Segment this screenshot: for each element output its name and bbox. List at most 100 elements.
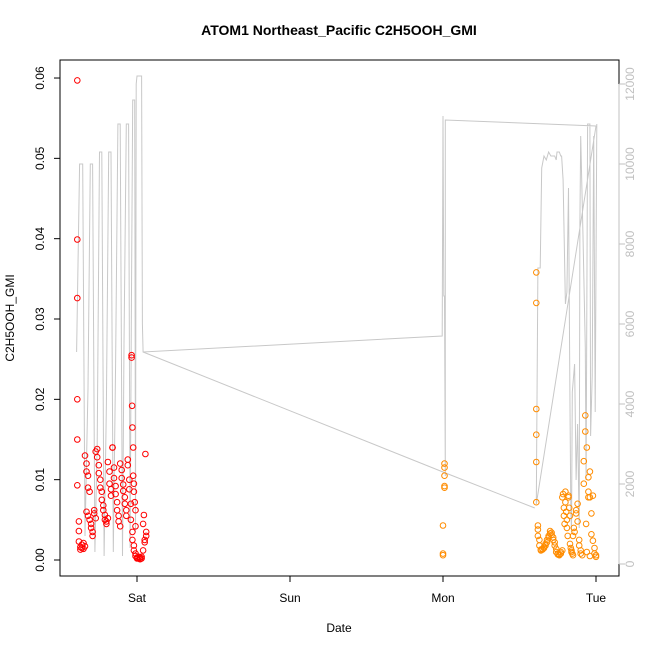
y2-tick-label: 10000: [623, 147, 637, 181]
series-1-point: [569, 532, 577, 540]
series-0-point: [84, 484, 92, 492]
series-3-line: [142, 351, 535, 509]
series-0-point: [83, 468, 90, 475]
series-0-point: [92, 514, 99, 522]
series-0-point: [75, 527, 83, 535]
series-0-point: [107, 486, 115, 493]
series-1-point: [542, 540, 549, 548]
series-1-point: [441, 460, 448, 467]
series-0-point: [116, 460, 124, 467]
series-0-point: [140, 511, 148, 519]
series-0-point: [113, 498, 121, 506]
series-0-point: [104, 514, 112, 522]
series-0-point: [127, 500, 135, 508]
series-0-point: [74, 436, 81, 443]
series-1-point: [533, 498, 540, 506]
x-tick-label: Sun: [279, 591, 300, 605]
series-1-point: [533, 269, 540, 276]
series-0-point: [119, 481, 127, 488]
series-1-point: [551, 542, 559, 549]
series-0-point: [118, 466, 125, 474]
series-2-line: [76, 75, 598, 557]
x-tick-label: Sat: [128, 591, 147, 605]
series-0-point: [129, 444, 137, 451]
y2-tick-label: 2000: [623, 470, 637, 497]
series-0-point: [74, 396, 81, 403]
series-0-point: [89, 532, 96, 540]
series-1-point: [580, 480, 588, 488]
series-1-point: [559, 547, 566, 554]
series-0-point: [104, 458, 112, 466]
series-1-point: [439, 551, 447, 559]
series-0-point: [129, 528, 136, 536]
series-0-point: [128, 402, 136, 410]
x-tick-label: Mon: [431, 591, 454, 605]
series-0-point: [74, 482, 81, 489]
series-1-point: [582, 428, 589, 435]
y-tick-label: 0.01: [33, 468, 47, 492]
series-0-point: [98, 488, 106, 496]
series-0-point: [74, 77, 81, 84]
series-1-point: [577, 550, 585, 557]
series-0-point: [112, 482, 119, 490]
series-1-point: [570, 524, 578, 532]
series-1-point: [571, 528, 578, 536]
series-1-point: [533, 299, 540, 307]
series-0-point: [132, 506, 139, 514]
series-0-point: [121, 494, 129, 501]
series-0-point: [139, 547, 147, 554]
series-1-point: [586, 552, 594, 560]
series-1-point: [546, 527, 554, 535]
series-0-point: [87, 520, 95, 528]
series-0-point: [110, 464, 118, 471]
series-0-point: [83, 508, 90, 516]
series-1-point: [588, 531, 595, 538]
series-1-point: [592, 551, 600, 559]
series-1-point: [572, 506, 580, 514]
y2-tick-label: 8000: [623, 230, 637, 257]
series-1-point: [583, 444, 591, 451]
series-1-point: [559, 494, 566, 501]
y-tick-label: 0.00: [33, 548, 47, 572]
series-1-point: [580, 457, 588, 465]
series-1-point: [534, 526, 542, 533]
series-1-point: [565, 504, 573, 512]
series-1-point: [572, 510, 580, 517]
series-0-point: [142, 532, 150, 540]
chart-title: ATOM1 Northeast_Pacific C2H5OOH_GMI: [201, 22, 477, 38]
series-1-point: [533, 458, 540, 466]
series-0-point: [112, 490, 119, 498]
series-0-point: [124, 461, 132, 469]
series-0-point: [119, 487, 127, 495]
series-1-point: [563, 524, 571, 532]
series-1-point: [563, 516, 571, 524]
series-1-point: [533, 431, 540, 439]
series-1-point: [441, 472, 448, 480]
series-0-point: [127, 516, 135, 524]
x-axis-label: Date: [326, 621, 352, 635]
series-0-point: [100, 502, 107, 509]
series-0-point: [110, 474, 118, 482]
series-0-point: [130, 480, 138, 488]
y-tick-label: 0.04: [33, 227, 47, 251]
series-1-point: [441, 464, 448, 471]
series-0-point: [141, 536, 148, 544]
series-0-point: [142, 450, 149, 458]
y2-tick-label: 4000: [623, 390, 637, 417]
series-0-point: [93, 453, 101, 461]
y2-tick-label: 6000: [623, 310, 637, 337]
plot-layer: [74, 75, 600, 563]
y2-tick-label: 12000: [623, 67, 637, 101]
series-1-point: [533, 405, 540, 413]
series-0-point: [86, 488, 93, 496]
series-0-point: [84, 512, 92, 520]
series-1-point: [565, 492, 572, 500]
series-1-point: [578, 551, 586, 559]
series-0-point: [83, 460, 90, 467]
series-0-point: [130, 542, 138, 549]
series-0-point: [97, 476, 104, 484]
series-0-point: [86, 516, 93, 524]
series-1-point: [566, 512, 574, 520]
series-1-point: [574, 518, 581, 525]
series-0-point: [128, 351, 135, 359]
